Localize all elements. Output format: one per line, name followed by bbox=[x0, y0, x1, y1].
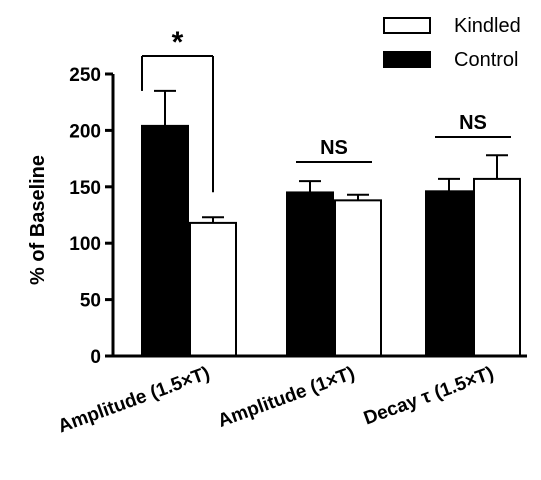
x-category-label-2: Decay τ (1.5×T) bbox=[361, 363, 497, 430]
y-axis: 0 50 100 150 200 250 bbox=[69, 65, 115, 368]
bar-control-2 bbox=[425, 190, 473, 357]
significance-star: * bbox=[172, 26, 184, 59]
bar-kindled-0 bbox=[189, 221, 237, 357]
y-tick-label-0: 0 bbox=[90, 347, 101, 368]
legend-swatch-kindled bbox=[383, 17, 431, 34]
bar-kindled-1 bbox=[334, 199, 382, 357]
legend-swatch-control bbox=[383, 51, 431, 68]
legend: Kindled Control bbox=[383, 15, 521, 71]
legend-label-control: Control bbox=[454, 49, 518, 71]
x-category-label-0: Amplitude (1.5×T) bbox=[55, 363, 212, 437]
significance-annotations: * NS NS bbox=[141, 26, 511, 193]
legend-label-kindled: Kindled bbox=[454, 15, 521, 37]
ns-label-1: NS bbox=[320, 137, 348, 159]
y-tick-label-250: 250 bbox=[69, 65, 101, 86]
y-tick-label-200: 200 bbox=[69, 121, 101, 142]
ns-label-2: NS bbox=[459, 112, 487, 134]
bar-control-1 bbox=[286, 191, 334, 357]
y-tick-label-50: 50 bbox=[80, 291, 101, 312]
x-axis: Amplitude (1.5×T) Amplitude (1×T) Decay τ … bbox=[55, 354, 527, 437]
x-category-label-1: Amplitude (1×T) bbox=[215, 363, 358, 432]
y-tick-label-150: 150 bbox=[69, 178, 101, 199]
bar-kindled-2 bbox=[473, 177, 521, 357]
y-axis-title: % of Baseline bbox=[27, 155, 49, 285]
bars bbox=[141, 89, 521, 357]
y-tick-label-100: 100 bbox=[69, 234, 101, 255]
bar-control-0 bbox=[141, 124, 189, 357]
